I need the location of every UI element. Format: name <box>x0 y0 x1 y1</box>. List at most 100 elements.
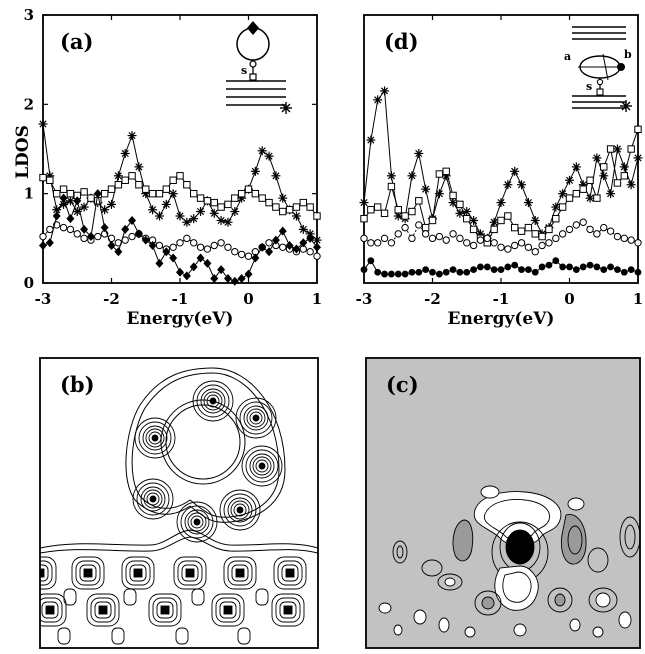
point-circle <box>483 234 491 243</box>
point-square <box>456 200 464 209</box>
point-circle <box>39 232 47 241</box>
point-filled-circle <box>483 263 491 271</box>
point-square <box>80 188 88 196</box>
point-square <box>265 198 273 207</box>
point-asterisk <box>134 162 144 172</box>
point-filled-circle <box>497 266 505 273</box>
point-circle <box>586 225 594 234</box>
point-circle <box>94 232 102 241</box>
point-asterisk <box>100 205 110 215</box>
point-filled-circle <box>374 268 382 276</box>
point-asterisk <box>189 214 199 224</box>
point-square <box>46 176 54 184</box>
x-tick-label: 0 <box>564 290 574 308</box>
point-asterisk <box>633 153 643 163</box>
point-filled-circle <box>607 263 614 271</box>
point-asterisk <box>120 148 130 158</box>
point-asterisk <box>448 198 458 208</box>
point-diamond <box>182 271 191 281</box>
inset-label-b: b <box>624 48 632 61</box>
point-square <box>600 163 608 171</box>
point-diamond <box>244 269 253 279</box>
point-asterisk <box>161 199 171 209</box>
point-diamond <box>217 265 226 275</box>
point-diamond <box>223 274 232 284</box>
point-circle <box>394 230 402 238</box>
point-asterisk <box>168 189 178 199</box>
point-asterisk <box>606 189 616 199</box>
point-asterisk <box>257 146 267 156</box>
point-diamond <box>278 226 287 236</box>
point-square <box>517 227 526 235</box>
point-square <box>394 206 402 214</box>
point-circle <box>203 245 212 253</box>
point-square <box>558 203 567 211</box>
point-square <box>292 203 301 211</box>
point-circle <box>490 239 498 247</box>
point-asterisk <box>264 151 274 161</box>
point-square <box>210 198 218 207</box>
point-diamond <box>265 247 274 257</box>
point-circle <box>306 248 314 256</box>
point-square <box>114 181 123 189</box>
point-diamond <box>80 224 89 234</box>
point-square <box>285 206 294 214</box>
point-square <box>449 191 457 200</box>
point-circle <box>210 241 218 250</box>
point-asterisk <box>571 162 581 172</box>
point-circle <box>73 230 81 238</box>
point-circle <box>634 239 642 247</box>
point-diamond <box>299 238 308 248</box>
point-filled-circle <box>620 268 628 276</box>
point-diamond <box>86 232 95 242</box>
point-filled-circle <box>525 266 532 273</box>
point-circle <box>244 252 253 260</box>
point-circle <box>176 239 184 247</box>
point-filled-circle <box>449 266 457 273</box>
point-square <box>408 207 416 216</box>
point-filled-circle <box>559 263 567 271</box>
point-filled-circle <box>566 263 573 271</box>
point-circle <box>517 239 526 247</box>
point-square <box>380 209 389 218</box>
point-square <box>469 225 478 234</box>
x-tick-label: -2 <box>424 290 441 308</box>
point-square <box>586 176 594 184</box>
point-square <box>627 145 635 153</box>
point-square <box>367 206 375 214</box>
contour-lines <box>378 485 640 638</box>
point-filled-circle <box>504 263 512 271</box>
point-circle <box>456 234 464 243</box>
point-circle <box>476 236 485 244</box>
point-asterisk <box>38 119 48 129</box>
point-diamond <box>93 189 102 199</box>
point-square <box>128 172 136 180</box>
point-square <box>387 182 396 191</box>
point-circle <box>613 232 622 241</box>
point-circle <box>217 239 225 247</box>
point-asterisk <box>113 171 123 181</box>
point-square <box>497 216 505 225</box>
x-tick-label: -1 <box>493 290 510 308</box>
point-square <box>634 125 642 134</box>
point-asterisk <box>489 217 499 227</box>
point-square <box>511 223 519 232</box>
point-asterisk <box>585 193 595 203</box>
point-square <box>572 189 581 198</box>
point-asterisk <box>291 211 301 221</box>
point-diamond <box>73 196 82 206</box>
point-asterisk <box>407 171 417 181</box>
point-square <box>620 172 628 180</box>
point-diamond <box>292 244 301 254</box>
point-square <box>66 189 75 198</box>
point-square <box>107 185 116 193</box>
point-circle <box>421 230 430 238</box>
point-circle <box>46 225 54 234</box>
point-filled-circle <box>429 268 436 276</box>
point-circle <box>360 234 368 243</box>
point-asterisk <box>271 171 281 181</box>
tick-group: -3 -2 -1 0 1 0 1 2 3 <box>24 6 323 308</box>
point-asterisk <box>209 208 219 218</box>
point-filled-circle <box>408 268 416 276</box>
